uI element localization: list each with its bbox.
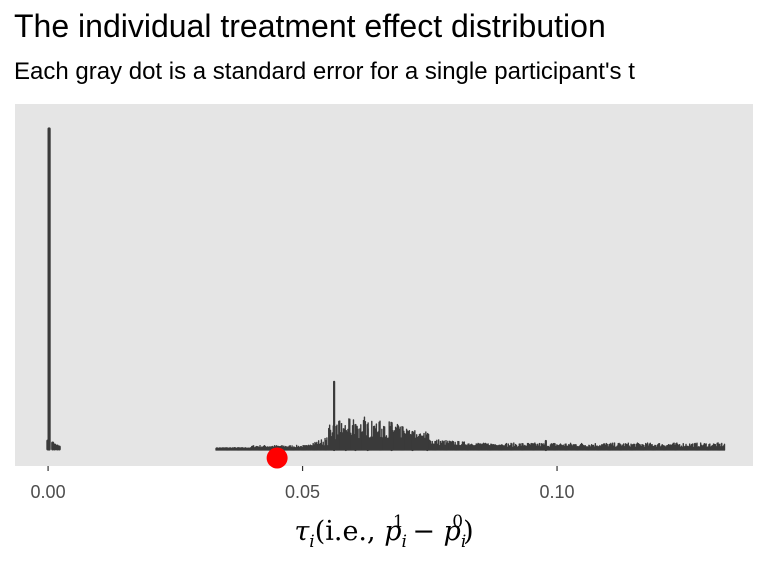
xlabel-sub-i-3: i <box>460 532 467 552</box>
x-tick-label: 0.00 <box>31 482 66 502</box>
chart-subtitle: Each gray dot is a standard error for a … <box>14 58 635 85</box>
panel-background <box>15 104 753 466</box>
xlabel-sub-i-2: i <box>401 532 407 552</box>
chart-title: The individual treatment effect distribu… <box>14 8 606 44</box>
xlabel-p1: p <box>384 516 402 547</box>
xlabel-open: (i.e., <box>314 516 385 547</box>
xlabel-sup-1: 1 <box>392 512 404 532</box>
xlabel-minus: − <box>403 516 444 547</box>
average-effect-dot <box>266 447 288 469</box>
x-axis-label: τi(i.e., pi1 − pi0) <box>0 512 768 552</box>
x-tick-label: 0.10 <box>540 482 575 502</box>
x-tick-label: 0.05 <box>285 482 320 502</box>
xlabel-close: ) <box>463 516 474 547</box>
x-axis: 0.00 0.05 0.10 <box>31 466 575 502</box>
xlabel-tau: τ <box>294 516 310 547</box>
xlabel-p0: p <box>443 516 461 547</box>
data-marks <box>46 127 726 469</box>
xlabel-sup-0: 0 <box>452 512 464 532</box>
xlabel-sub-i: i <box>309 532 315 552</box>
